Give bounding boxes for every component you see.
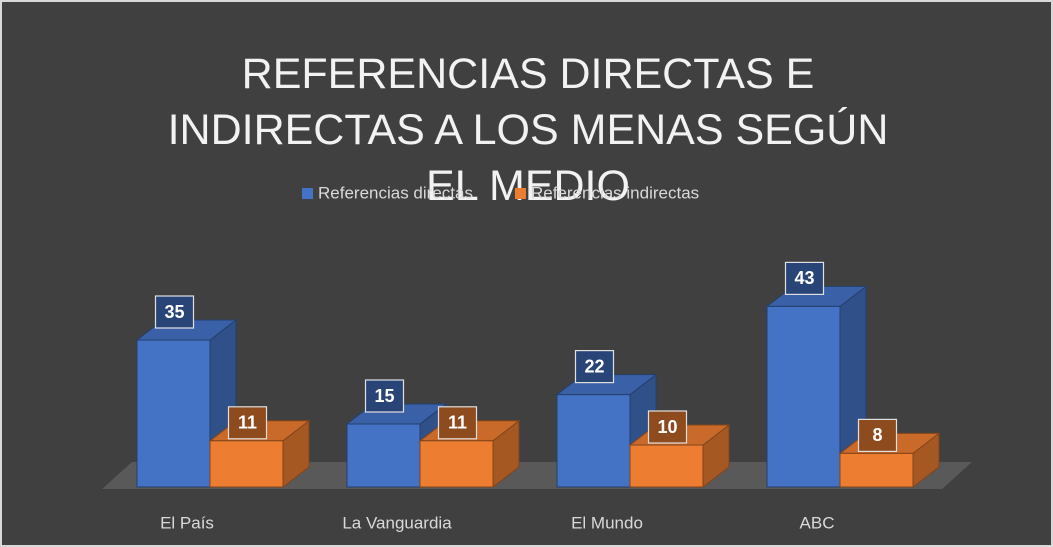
- legend-label: Referencias indirectas: [531, 183, 699, 202]
- data-label: 15: [374, 386, 394, 406]
- data-label: 8: [872, 425, 882, 445]
- x-tick-label: El Mundo: [571, 513, 643, 532]
- chart-title: REFERENCIAS DIRECTAS E INDIRECTAS A LOS …: [167, 50, 889, 210]
- legend-swatch: [514, 188, 526, 199]
- data-label-box: [437, 406, 478, 440]
- data-label-box: [154, 295, 195, 329]
- data-label-box: [647, 410, 688, 444]
- x-tick-label: ABC: [800, 513, 835, 532]
- data-label: 22: [584, 356, 604, 376]
- data-label: 11: [448, 413, 467, 433]
- data-label: 10: [657, 417, 677, 437]
- data-label: 43: [794, 268, 814, 288]
- legend-label: Referencias directas: [318, 183, 473, 202]
- floor: [102, 462, 972, 489]
- data-label: 11: [238, 413, 257, 433]
- bar-front: [136, 339, 211, 488]
- bar-front: [766, 305, 841, 488]
- bar-front: [629, 444, 704, 488]
- data-label-box: [784, 261, 825, 295]
- bar-front: [419, 440, 494, 488]
- data-label: 35: [164, 302, 184, 322]
- bar-front: [839, 452, 914, 488]
- x-tick-label: La Vanguardia: [342, 513, 452, 532]
- bar-front: [209, 440, 284, 488]
- bar-front: [556, 394, 631, 488]
- bar-front: [346, 423, 421, 488]
- data-label-box: [364, 379, 405, 413]
- x-tick-label: El País: [160, 513, 214, 532]
- data-label-box: [574, 350, 615, 384]
- legend-swatch: [302, 188, 313, 199]
- data-label-box: [227, 406, 268, 440]
- data-label-box: [857, 418, 898, 452]
